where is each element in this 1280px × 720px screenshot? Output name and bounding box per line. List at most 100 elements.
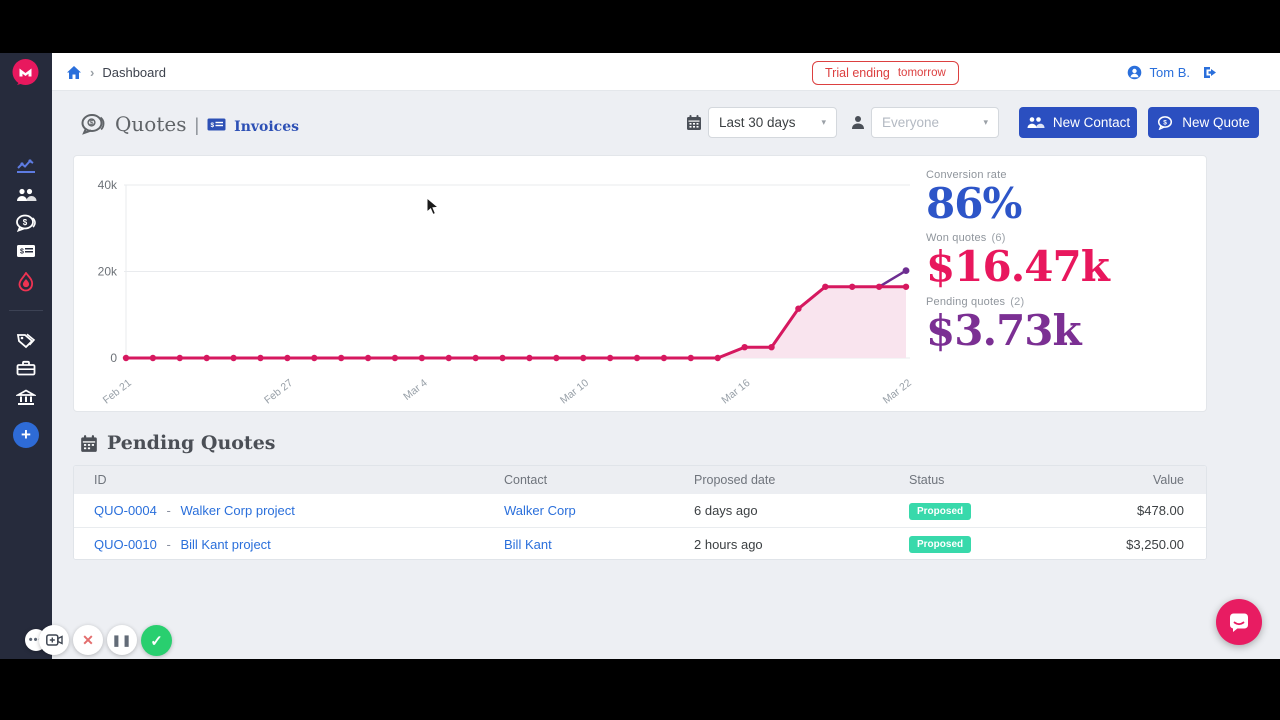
pause-icon[interactable]: ❚❚ bbox=[107, 625, 137, 655]
id-name-separator: - bbox=[166, 503, 171, 518]
table-row[interactable]: QUO-0010 - Bill Kant project Bill Kant 2… bbox=[74, 527, 1206, 559]
date-filter-value: Last 30 days bbox=[719, 115, 796, 130]
camera-icon[interactable] bbox=[39, 625, 69, 655]
col-status: Status bbox=[909, 473, 945, 487]
table-row[interactable]: QUO-0004 - Walker Corp project Walker Co… bbox=[74, 494, 1206, 527]
letterbox-bottom bbox=[0, 659, 1280, 720]
trial-text: Trial ending bbox=[825, 66, 890, 80]
invoices-icon[interactable]: $ bbox=[0, 238, 52, 264]
pending-quotes-table: ID Contact Proposed date Status Value QU… bbox=[73, 465, 1207, 560]
status-badge: Proposed bbox=[909, 502, 972, 520]
quote-id-cell: QUO-0004 - Walker Corp project bbox=[94, 503, 504, 518]
status-badge: Proposed bbox=[909, 536, 972, 553]
col-contact: Contact bbox=[504, 473, 548, 487]
date-filter-select[interactable]: Last 30 days ▾ bbox=[708, 107, 837, 138]
svg-text:Feb 27: Feb 27 bbox=[262, 377, 295, 407]
new-quote-button[interactable]: $ New Quote bbox=[1148, 107, 1259, 138]
main-content: $ Quotes | $ Invoices bbox=[52, 91, 1280, 659]
home-icon[interactable] bbox=[66, 65, 82, 80]
people-filter-select[interactable]: Everyone ▾ bbox=[871, 107, 999, 138]
col-proposed-date: Proposed date bbox=[694, 473, 776, 487]
won-quotes-label: Won quotes (6) bbox=[926, 232, 1006, 245]
user-icon bbox=[1127, 65, 1142, 80]
tags-icon[interactable] bbox=[0, 327, 52, 353]
flame-icon[interactable] bbox=[0, 269, 52, 295]
status-cell: Proposed bbox=[909, 535, 1089, 553]
calendar-icon bbox=[686, 114, 702, 131]
dashboard-icon[interactable] bbox=[0, 154, 52, 180]
contact-link[interactable]: Bill Kant bbox=[504, 536, 552, 552]
caret-down-icon: ▾ bbox=[821, 117, 826, 127]
chevron-right-icon: › bbox=[90, 64, 95, 80]
breadcrumb: › Dashboard bbox=[66, 53, 166, 91]
conversion-rate-label: Conversion rate bbox=[926, 169, 1007, 181]
quote-name-link[interactable]: Bill Kant project bbox=[180, 536, 271, 552]
user-area: Tom B. bbox=[1127, 53, 1218, 91]
cancel-icon[interactable]: ✕ bbox=[73, 625, 103, 655]
person-icon bbox=[851, 115, 865, 130]
status-cell: Proposed bbox=[909, 502, 1089, 520]
quote-id-link[interactable]: QUO-0010 bbox=[94, 536, 157, 552]
confirm-icon[interactable]: ✓ bbox=[141, 625, 172, 656]
stats-panel: Conversion rate 86% Won quotes (6) $16.47… bbox=[926, 169, 1196, 359]
table-header-row: ID Contact Proposed date Status Value bbox=[74, 466, 1206, 494]
sidebar: $ $ bbox=[0, 53, 52, 659]
svg-text:0: 0 bbox=[110, 351, 117, 365]
value-cell: $3,250.00 bbox=[1126, 536, 1184, 552]
svg-text:Mar 22: Mar 22 bbox=[881, 377, 914, 407]
page-title: $ Quotes | $ Invoices bbox=[80, 112, 299, 136]
toolbox-icon[interactable] bbox=[0, 355, 52, 381]
contacts-icon[interactable] bbox=[0, 182, 52, 208]
new-quote-icon: $ bbox=[1157, 115, 1174, 130]
svg-text:Mar 4: Mar 4 bbox=[401, 377, 430, 403]
new-contact-button[interactable]: New Contact bbox=[1019, 107, 1137, 138]
invoices-tab-label[interactable]: Invoices bbox=[234, 119, 299, 135]
proposed-date-cell: 2 hours ago bbox=[694, 536, 763, 552]
col-value: Value bbox=[1152, 473, 1184, 487]
trial-highlight: tomorrow bbox=[897, 67, 946, 79]
contact-cell: Walker Corp bbox=[504, 503, 694, 518]
breadcrumb-label[interactable]: Dashboard bbox=[102, 64, 166, 80]
quotes-bubble-icon: $ bbox=[80, 113, 107, 135]
pending-quotes-value: $3.73k bbox=[926, 305, 1082, 355]
pending-quotes-title: Pending Quotes bbox=[80, 432, 276, 454]
navbar: › Dashboard Trial ending tomorrow Tom B. bbox=[52, 53, 1280, 91]
bank-icon[interactable] bbox=[0, 384, 52, 410]
calendar-icon bbox=[80, 434, 98, 453]
contact-link[interactable]: Walker Corp bbox=[504, 503, 576, 518]
new-quote-label: New Quote bbox=[1182, 115, 1250, 130]
add-icon[interactable]: + bbox=[13, 422, 39, 448]
value-cell: $478.00 bbox=[1137, 503, 1184, 518]
table-body: QUO-0004 - Walker Corp project Walker Co… bbox=[74, 494, 1206, 559]
logout-icon[interactable] bbox=[1202, 65, 1218, 80]
user-name[interactable]: Tom B. bbox=[1149, 64, 1190, 80]
svg-text:20k: 20k bbox=[98, 265, 118, 279]
chat-bubble-button[interactable] bbox=[1216, 599, 1262, 645]
quote-id-cell: QUO-0010 - Bill Kant project bbox=[94, 537, 504, 552]
svg-text:$: $ bbox=[23, 218, 28, 227]
new-contact-icon bbox=[1026, 116, 1045, 129]
pending-quotes-label: Pending quotes (2) bbox=[926, 295, 1025, 308]
svg-text:Mar 16: Mar 16 bbox=[719, 377, 752, 407]
title-separator: | bbox=[194, 115, 200, 135]
app-logo[interactable] bbox=[10, 57, 41, 88]
trial-badge: Trial ending tomorrow bbox=[812, 61, 959, 85]
quote-id-link[interactable]: QUO-0004 bbox=[94, 503, 157, 518]
id-name-separator: - bbox=[166, 536, 171, 552]
quotes-tab-label[interactable]: Quotes bbox=[115, 112, 187, 136]
quotes-line-chart: 0 20k 40k Feb 21 Feb 27 Mar 4 Mar 10 Mar 16 Mar … bbox=[98, 178, 914, 407]
quote-name-link[interactable]: Walker Corp project bbox=[180, 503, 295, 518]
svg-text:$: $ bbox=[20, 249, 24, 256]
chart-card: 0 20k 40k Feb 21 Feb 27 Mar 4 Mar 10 Mar 16 Mar … bbox=[73, 155, 1207, 412]
svg-text:$: $ bbox=[211, 122, 215, 129]
letterbox-top bbox=[0, 0, 1280, 53]
caret-down-icon: ▾ bbox=[983, 117, 988, 127]
contact-cell: Bill Kant bbox=[504, 537, 694, 552]
svg-text:$: $ bbox=[1163, 119, 1167, 126]
invoices-card-icon: $ bbox=[207, 118, 226, 131]
pending-quotes-heading: Pending Quotes bbox=[107, 432, 276, 454]
quotes-icon[interactable]: $ bbox=[0, 210, 52, 236]
svg-text:40k: 40k bbox=[98, 178, 118, 192]
toolbar: Last 30 days ▾ Everyone ▾ bbox=[686, 107, 1259, 138]
